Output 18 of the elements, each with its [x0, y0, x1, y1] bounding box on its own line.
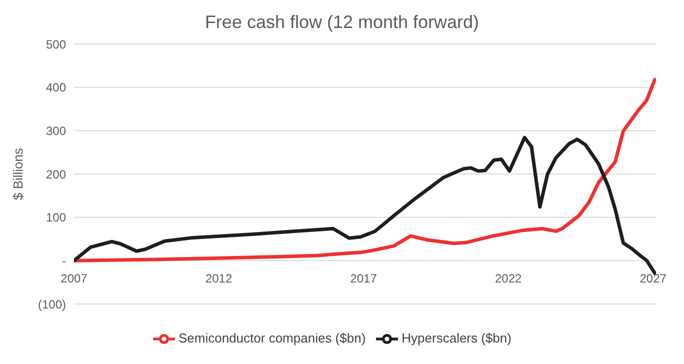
y-tick-label: 400	[46, 80, 66, 95]
chart-title: Free cash flow (12 month forward)	[204, 11, 480, 34]
legend-label: Hyperscalers ($bn)	[402, 330, 512, 346]
y-tick-label: (100)	[38, 297, 66, 312]
y-axis-title: $ Billions	[10, 147, 26, 200]
legend-label: Semiconductor companies ($bn)	[178, 330, 366, 346]
y-tick-label: -	[62, 254, 66, 268]
x-tick-label: 2022	[494, 271, 522, 286]
x-tick-label: 2007	[60, 271, 88, 286]
line-series	[74, 136, 656, 275]
x-tick-label: 2017	[350, 271, 378, 286]
x-tick-label: 2027	[640, 271, 667, 286]
y-tick-label: 300	[46, 124, 66, 138]
y-tick-label: 500	[46, 37, 66, 52]
line-series	[74, 78, 656, 262]
y-tick-label: 200	[46, 167, 66, 182]
y-tick-label: 100	[46, 210, 66, 225]
x-tick-label: 2012	[205, 271, 232, 286]
